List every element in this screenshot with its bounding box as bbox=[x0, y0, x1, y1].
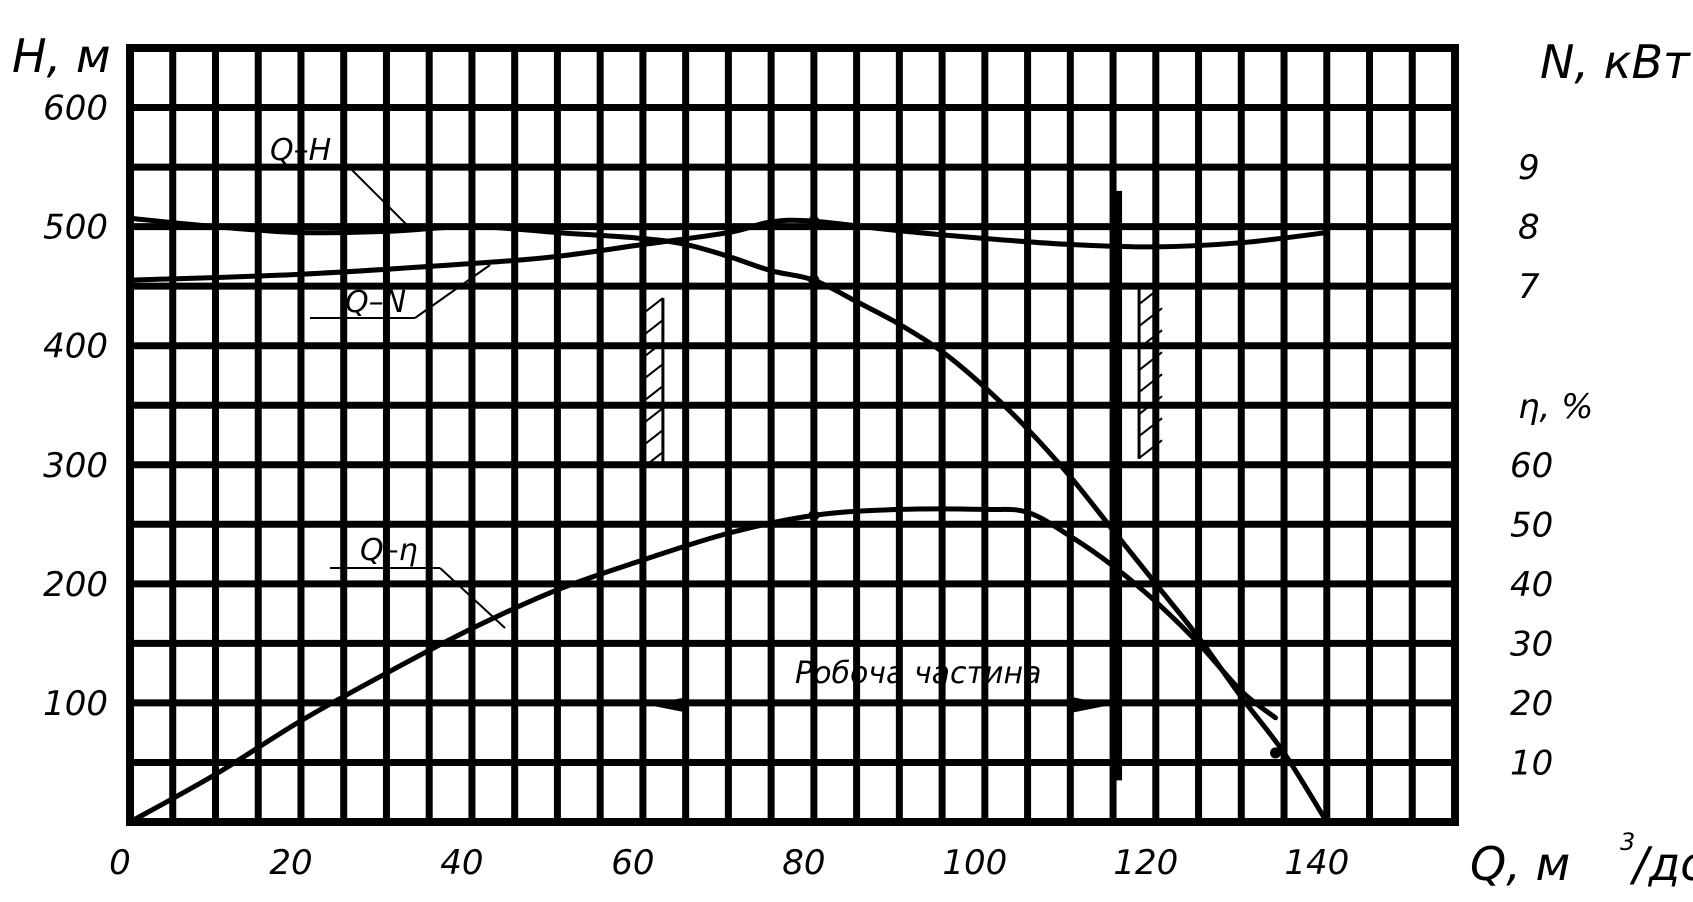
label-q-h: Q–H bbox=[270, 133, 331, 168]
x-tick-label: 20 bbox=[269, 843, 312, 883]
series-point bbox=[808, 274, 820, 286]
x-tick-label: 80 bbox=[782, 843, 825, 883]
label-q-eta: Q–η bbox=[360, 533, 418, 568]
x-tick-label: 140 bbox=[1284, 843, 1349, 883]
y-left-tick-label: 300 bbox=[43, 446, 108, 486]
hatch-mark bbox=[639, 319, 664, 339]
series-line bbox=[127, 215, 1330, 825]
x-axis-title-suffix: /добу bbox=[1629, 837, 1693, 891]
annotations bbox=[265, 167, 1163, 781]
hatch-mark bbox=[1138, 373, 1163, 393]
hatch-mark bbox=[639, 297, 664, 317]
y-right-power-title: N, кВт bbox=[1540, 35, 1691, 89]
series-point bbox=[808, 215, 820, 227]
x-axis-title: Q, м bbox=[1470, 837, 1570, 891]
x-tick-label: 100 bbox=[942, 843, 1007, 883]
leader-q-h bbox=[349, 167, 411, 229]
hatch-mark bbox=[1138, 417, 1163, 437]
hatch-mark bbox=[639, 429, 664, 449]
working-range-arrow-left bbox=[647, 696, 688, 713]
hatch-mark bbox=[639, 363, 664, 383]
working-range-label: Робоча частина bbox=[795, 656, 1042, 691]
plot-border bbox=[126, 44, 1459, 826]
y-left-tick-label: 500 bbox=[43, 208, 108, 248]
y-right-eff-tick-label: 50 bbox=[1510, 505, 1553, 545]
y-right-eff-tick-label: 20 bbox=[1510, 684, 1553, 724]
tick-labels: 0 20 40 60 80 100 120 140 100 200 300 400 500 600 7 8 9 1… bbox=[43, 89, 1553, 883]
leader-q-n bbox=[414, 264, 491, 319]
y-left-tick-label: 200 bbox=[43, 565, 108, 605]
y-right-eff-tick-label: 30 bbox=[1510, 624, 1553, 664]
leader-q-eta bbox=[439, 567, 506, 629]
hatch-mark bbox=[1138, 329, 1163, 349]
series-point bbox=[1269, 747, 1281, 759]
y-right-power-tick-label: 7 bbox=[1518, 267, 1540, 307]
hatch-mark bbox=[639, 341, 664, 361]
x-tick-label: 60 bbox=[611, 843, 654, 883]
hatch-mark bbox=[639, 407, 664, 427]
hatch-mark bbox=[1138, 351, 1163, 371]
y-left-tick-label: 600 bbox=[43, 89, 108, 129]
hatch-mark bbox=[1138, 285, 1163, 305]
x-tick-label: 40 bbox=[440, 843, 483, 883]
series-curves bbox=[127, 215, 1330, 825]
y-axis-title: H, м bbox=[12, 29, 111, 83]
y-right-eff-tick-label: 40 bbox=[1510, 565, 1553, 605]
hatch-mark bbox=[1138, 439, 1163, 459]
y-left-tick-label: 400 bbox=[43, 327, 108, 367]
axes-frame bbox=[126, 44, 1459, 826]
y-right-eff-tick-label: 10 bbox=[1510, 743, 1553, 783]
hatch-mark bbox=[1138, 395, 1163, 415]
working-range-arrow-right bbox=[1071, 696, 1112, 713]
y-right-power-tick-label: 9 bbox=[1518, 148, 1540, 188]
x-tick-label: 0 bbox=[109, 843, 131, 883]
grid bbox=[126, 44, 1459, 826]
hatch-mark bbox=[639, 385, 664, 405]
y-right-eff-tick-label: 60 bbox=[1510, 446, 1553, 486]
series-point bbox=[808, 509, 820, 521]
label-q-n: Q–N bbox=[345, 285, 406, 320]
hatch-mark bbox=[1138, 307, 1163, 327]
y-right-power-tick-label: 8 bbox=[1518, 208, 1540, 248]
hatch-mark bbox=[639, 451, 664, 471]
x-tick-label: 120 bbox=[1113, 843, 1178, 883]
series-line bbox=[127, 217, 1330, 283]
y-right-eff-title: η, % bbox=[1518, 387, 1593, 427]
x-axis-title-superscript: 3 bbox=[1620, 828, 1635, 856]
y-left-tick-label: 100 bbox=[43, 684, 108, 724]
